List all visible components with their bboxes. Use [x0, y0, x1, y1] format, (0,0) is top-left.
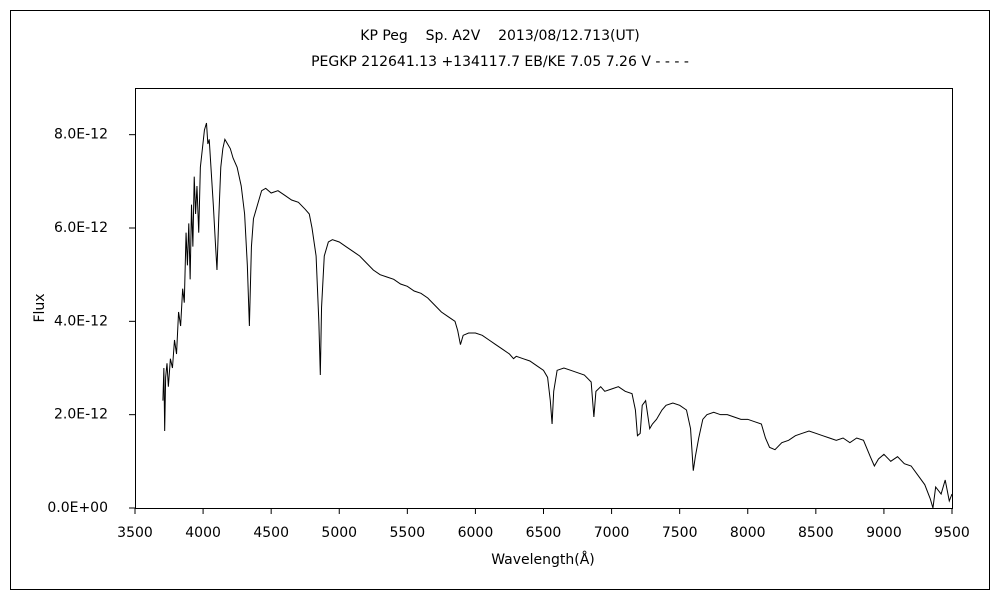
x-tick-label: 8500 [798, 525, 834, 541]
y-tick-label: 2.0E-12 [54, 407, 108, 423]
y-tick-label: 8.0E-12 [54, 127, 108, 143]
x-axis-label: Wavelength(Å) [491, 551, 595, 568]
y-tick-label: 4.0E-12 [54, 313, 108, 329]
x-tick-label: 6500 [526, 525, 562, 541]
y-tick-label: 0.0E+00 [47, 500, 108, 516]
x-tick-label: 9000 [866, 525, 902, 541]
x-tick-label: 4000 [185, 525, 221, 541]
x-tick-label: 5500 [390, 525, 426, 541]
x-tick-label: 8000 [730, 525, 766, 541]
x-tick-label: 7500 [662, 525, 698, 541]
x-tick-label: 6000 [458, 525, 494, 541]
y-tick-label: 6.0E-12 [54, 220, 108, 236]
chart-title: KP Peg Sp. A2V 2013/08/12.713(UT) [360, 28, 639, 44]
chart-subtitle: PEGKP 212641.13 +134117.7 EB/KE 7.05 7.2… [311, 54, 689, 70]
y-axis-label: Flux [32, 293, 48, 322]
x-tick-label: 4500 [253, 525, 289, 541]
frame [10, 10, 990, 590]
x-tick-label: 3500 [117, 525, 153, 541]
x-tick-label: 5000 [321, 525, 357, 541]
spectrum-line [162, 122, 953, 509]
x-tick-label: 7000 [594, 525, 630, 541]
x-tick-label: 9500 [934, 525, 970, 541]
